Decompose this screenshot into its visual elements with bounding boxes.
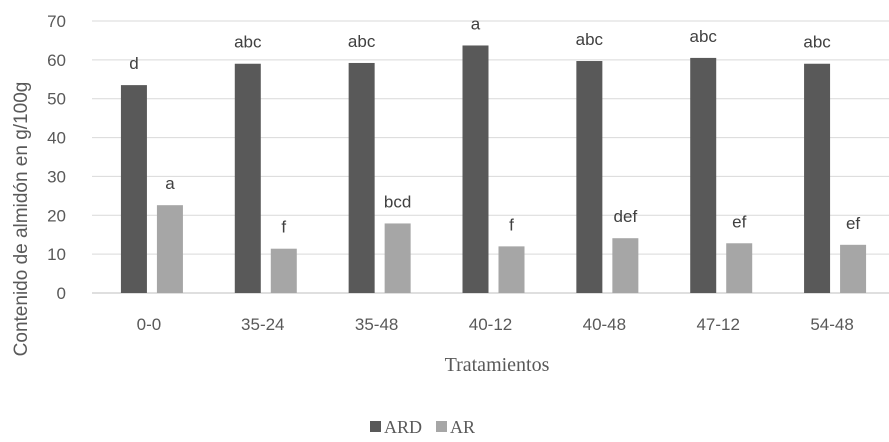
data-label: f (281, 218, 286, 237)
x-tick-label: 35-24 (241, 315, 284, 334)
data-label: ef (846, 214, 860, 233)
data-label: a (471, 14, 481, 33)
y-tick-label: 60 (47, 51, 66, 70)
y-tick-label: 30 (47, 167, 66, 186)
data-label: ef (732, 212, 746, 231)
bars (120, 45, 867, 294)
bar-ar-0-0 (156, 205, 183, 293)
bar-ar-40-12 (498, 246, 525, 293)
bar-ard-0-0 (120, 85, 147, 293)
legend: ARD AR (370, 417, 475, 437)
y-axis-ticks: 0 10 20 30 40 50 60 70 (47, 12, 66, 303)
y-tick-label: 40 (47, 129, 66, 148)
x-tick-label: 35-48 (355, 315, 398, 334)
x-axis-ticks: 0-0 35-24 35-48 40-12 40-48 47-12 54-48 (137, 315, 854, 334)
data-label: def (614, 207, 638, 226)
data-label: a (165, 174, 175, 193)
y-tick-label: 20 (47, 206, 66, 225)
bar-ard-40-12 (462, 45, 489, 294)
legend-swatch-ar (436, 421, 447, 432)
bar-ard-35-24 (234, 63, 261, 293)
data-label: d (129, 54, 138, 73)
x-tick-label: 40-48 (583, 315, 626, 334)
bar-ard-40-48 (576, 61, 603, 293)
y-tick-label: 0 (57, 284, 66, 303)
bar-ar-35-24 (270, 248, 297, 293)
y-tick-label: 10 (47, 245, 66, 264)
bar-ard-35-48 (348, 62, 375, 293)
bar-ar-47-12 (726, 243, 753, 293)
data-label: bcd (384, 192, 411, 211)
y-tick-label: 50 (47, 90, 66, 109)
bar-labels: d a abc f abc bcd a f abc def abc ef abc ef (129, 14, 860, 236)
bar-ar-35-48 (384, 223, 411, 293)
x-tick-label: 0-0 (137, 315, 162, 334)
legend-label-ard: ARD (384, 417, 422, 437)
bar-ar-40-48 (612, 238, 639, 293)
bar-ar-54-48 (840, 244, 867, 293)
y-axis-title: Contenido de almidón en g/100g (11, 82, 32, 357)
legend-label-ar: AR (450, 417, 475, 437)
x-axis-title: Tratamientos (445, 354, 550, 376)
data-label: abc (234, 33, 262, 52)
data-label: abc (576, 30, 604, 49)
y-tick-label: 70 (47, 12, 66, 31)
bar-ard-47-12 (690, 57, 717, 293)
data-label: abc (348, 32, 376, 51)
data-label: f (509, 215, 514, 234)
x-tick-label: 47-12 (696, 315, 739, 334)
legend-swatch-ard (370, 421, 381, 432)
bar-ard-54-48 (804, 63, 831, 293)
gridlines (92, 20, 889, 294)
x-tick-label: 40-12 (469, 315, 512, 334)
x-tick-label: 54-48 (810, 315, 853, 334)
data-label: abc (690, 27, 718, 46)
data-label: abc (803, 33, 831, 52)
